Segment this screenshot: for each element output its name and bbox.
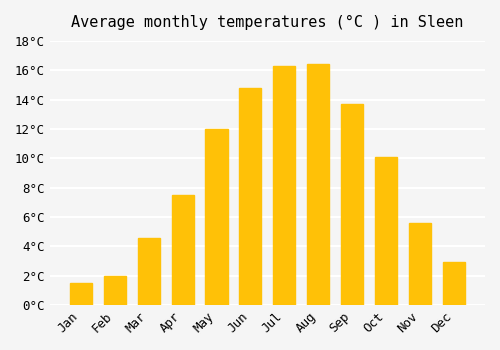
Bar — [104, 276, 126, 305]
Bar — [274, 66, 295, 305]
Bar — [206, 129, 228, 305]
Bar — [172, 195, 194, 305]
Bar — [308, 64, 330, 305]
Bar — [240, 88, 262, 305]
Bar — [70, 283, 92, 305]
Bar — [342, 104, 363, 305]
Bar — [443, 262, 465, 305]
Bar — [138, 238, 160, 305]
Bar — [375, 157, 398, 305]
Title: Average monthly temperatures (°C ) in Sleen: Average monthly temperatures (°C ) in Sl… — [71, 15, 464, 30]
Bar — [409, 223, 432, 305]
